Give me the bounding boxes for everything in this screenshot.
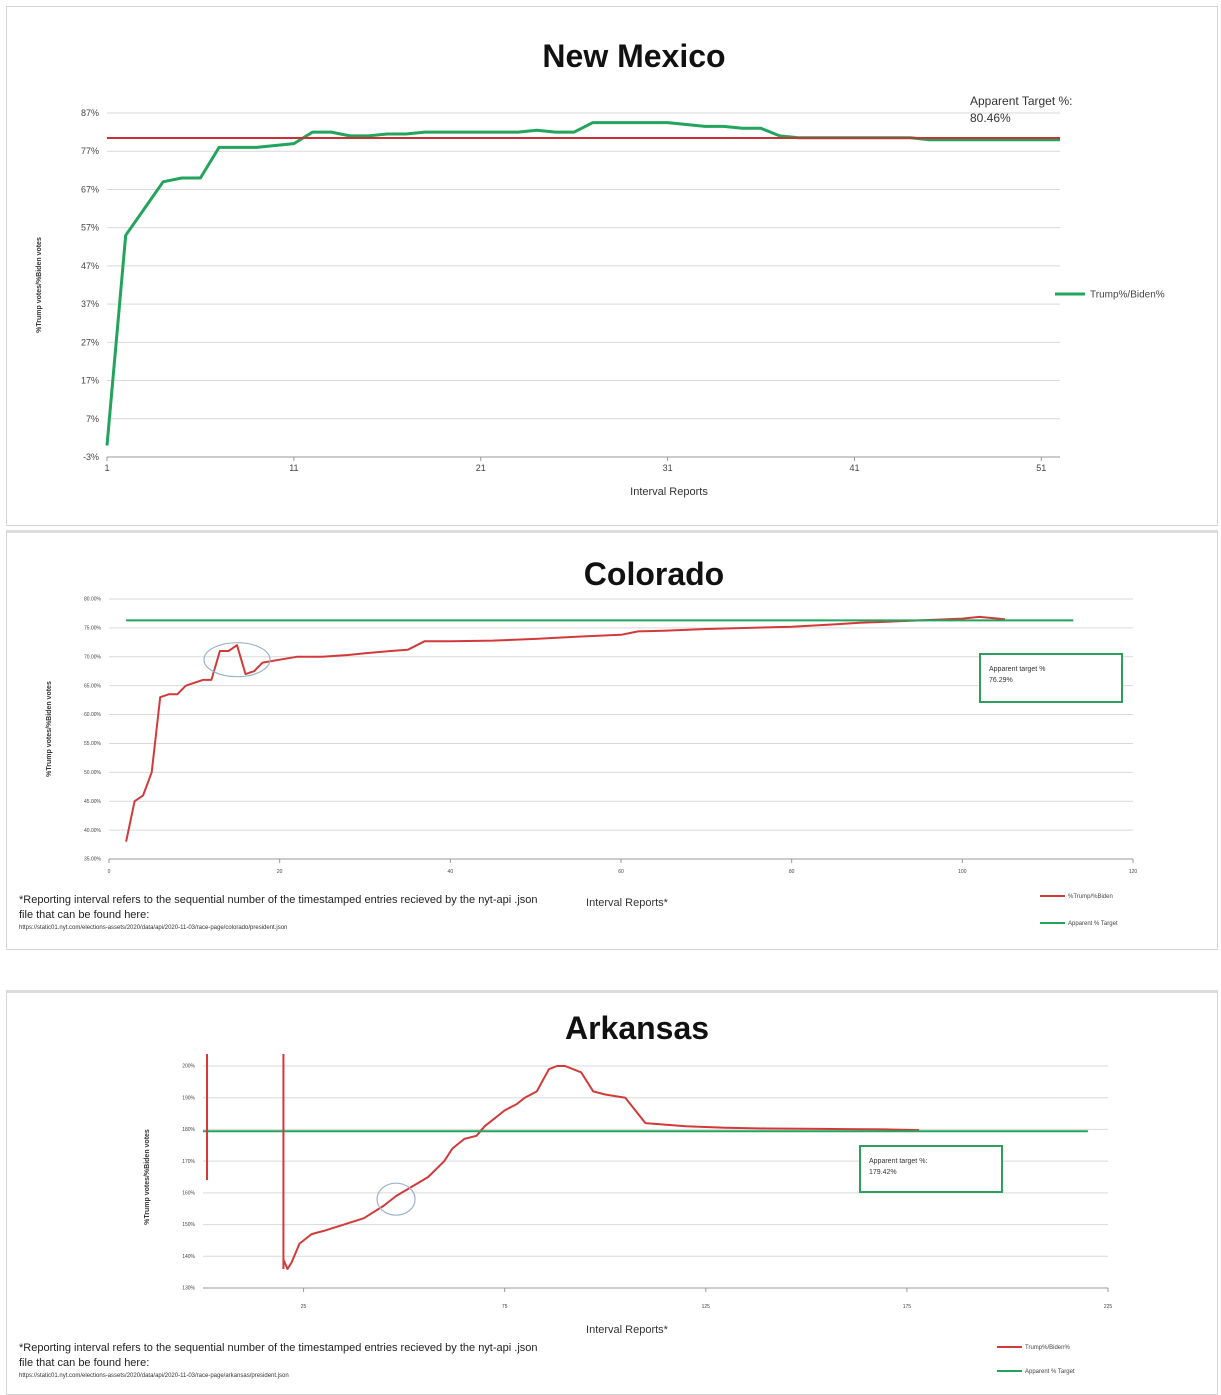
x-tick-label: 31 <box>663 463 673 473</box>
legend-label: Apparent % Target <box>1068 921 1118 927</box>
legend-label: Trump%/Biden% <box>1090 289 1165 300</box>
y-tick-label: 45.00% <box>84 799 102 805</box>
footnote-url: https://static01.nyt.com/elections-asset… <box>19 925 288 931</box>
series-line <box>105 121 1060 446</box>
target-value: 80.46% <box>970 111 1011 125</box>
y-tick-label: 160% <box>182 1191 195 1197</box>
y-tick-label: 75.00% <box>84 626 102 632</box>
x-tick-label: 75 <box>502 1304 508 1310</box>
y-tick-label: 180% <box>182 1127 195 1133</box>
y-tick-label: 37% <box>81 299 99 309</box>
x-tick-label: 125 <box>702 1304 711 1310</box>
x-tick-label: 100 <box>958 869 967 875</box>
chart-title: Colorado <box>584 556 724 592</box>
new-mexico-chart-panel: New Mexico -3% 7% 17% 27% 37% 47% 57% 67% 77% 87% 1… <box>6 6 1218 526</box>
x-tick-label: 120 <box>1129 869 1138 875</box>
colorado-chart: Colorado 35.00% 40.00% 45.00% 50.00% 55.00% 60… <box>46 556 1138 927</box>
y-tick-label: 87% <box>81 108 99 118</box>
highlight-circle <box>203 642 271 678</box>
y-tick-label: 80.00% <box>84 597 102 603</box>
y-axis-label: %Trump votes/%Biden votes <box>46 681 53 777</box>
footnote-text: *Reporting interval refers to the sequen… <box>19 894 538 921</box>
arkansas-chart-panel: Arkansas 130% 140% 150% 160% 170% 180% 190% 200%… <box>6 990 1218 1395</box>
arkansas-target-box: Apparent target %: 179.42% <box>859 1145 1003 1193</box>
x-tick-label: 21 <box>476 463 486 473</box>
y-tick-label: 65.00% <box>84 683 102 689</box>
y-axis-label: %Trump votes/%Biden votes <box>144 1129 151 1225</box>
y-tick-label: 170% <box>182 1159 195 1165</box>
chart-title: Arkansas <box>565 1010 709 1046</box>
y-tick-label: 17% <box>81 376 99 386</box>
y-tick-label: 7% <box>86 414 99 424</box>
target-value: 179.42% <box>869 1169 897 1176</box>
y-tick-label: 70.00% <box>84 654 102 660</box>
y-tick-label: -3% <box>83 452 99 462</box>
chart-title: New Mexico <box>542 38 725 74</box>
colorado-target-box: Apparent target % 76.29% <box>979 653 1123 703</box>
y-tick-label: 35.00% <box>84 857 102 863</box>
x-tick-label: 60 <box>618 869 624 875</box>
x-axis-label: Interval Reports* <box>586 897 669 909</box>
x-tick-label: 175 <box>903 1304 912 1310</box>
legend-label: Trump%/Biden% <box>1025 1345 1070 1351</box>
x-tick-label: 40 <box>448 869 454 875</box>
series-line <box>125 615 1006 842</box>
y-tick-label: 150% <box>182 1222 195 1228</box>
x-tick-label: 80 <box>789 869 795 875</box>
y-tick-label: 77% <box>81 146 99 156</box>
x-tick-label: 41 <box>849 463 859 473</box>
y-tick-label: 67% <box>81 184 99 194</box>
y-tick-label: 140% <box>182 1254 195 1260</box>
colorado-chart-panel: Colorado 35.00% 40.00% 45.00% 50.00% 55.00% 60… <box>6 530 1218 950</box>
x-tick-label: 20 <box>277 869 283 875</box>
y-tick-label: 40.00% <box>84 828 102 834</box>
new-mexico-target-annotation: Apparent Target %: 80.46% <box>970 93 1073 127</box>
new-mexico-chart: New Mexico -3% 7% 17% 27% 37% 47% 57% 67% 77% 87% 1… <box>36 38 1165 498</box>
y-tick-label: 190% <box>182 1095 195 1101</box>
target-label: Apparent target %: <box>869 1158 928 1165</box>
y-tick-label: 130% <box>182 1286 195 1292</box>
x-tick-label: 51 <box>1036 463 1046 473</box>
y-tick-label: 27% <box>81 337 99 347</box>
x-tick-label: 11 <box>289 463 298 473</box>
legend-label: %Trump/%Biden <box>1068 894 1113 900</box>
highlight-circle <box>376 1182 416 1216</box>
y-axis-label: %Trump votes/%Biden votes <box>36 237 43 333</box>
x-tick-label: 1 <box>104 463 109 473</box>
footnote-text: *Reporting interval refers to the sequen… <box>19 1342 538 1369</box>
target-value: 76.29% <box>989 677 1013 684</box>
y-tick-label: 47% <box>81 261 99 271</box>
arkansas-chart: Arkansas 130% 140% 150% 160% 170% 180% 190% 200%… <box>144 1010 1113 1375</box>
target-label: Apparent Target %: <box>970 94 1073 108</box>
footnote-url: https://static01.nyt.com/elections-asset… <box>19 1373 289 1379</box>
y-tick-label: 57% <box>81 223 99 233</box>
x-tick-label: 25 <box>301 1304 307 1310</box>
colorado-footnote: *Reporting interval refers to the sequen… <box>19 893 539 933</box>
x-axis-label: Interval Reports <box>630 486 708 498</box>
y-tick-label: 50.00% <box>84 770 102 776</box>
y-tick-label: 55.00% <box>84 741 102 747</box>
x-tick-label: 225 <box>1104 1304 1113 1310</box>
legend-label: Apparent % Target <box>1025 1369 1075 1375</box>
x-axis-label: Interval Reports* <box>586 1324 669 1336</box>
x-tick-label: 0 <box>108 869 111 875</box>
target-label: Apparent target % <box>989 666 1046 673</box>
arkansas-footnote: *Reporting interval refers to the sequen… <box>19 1341 539 1381</box>
y-tick-label: 60.00% <box>84 712 102 718</box>
y-tick-label: 200% <box>182 1064 195 1070</box>
series-line <box>282 1065 920 1270</box>
